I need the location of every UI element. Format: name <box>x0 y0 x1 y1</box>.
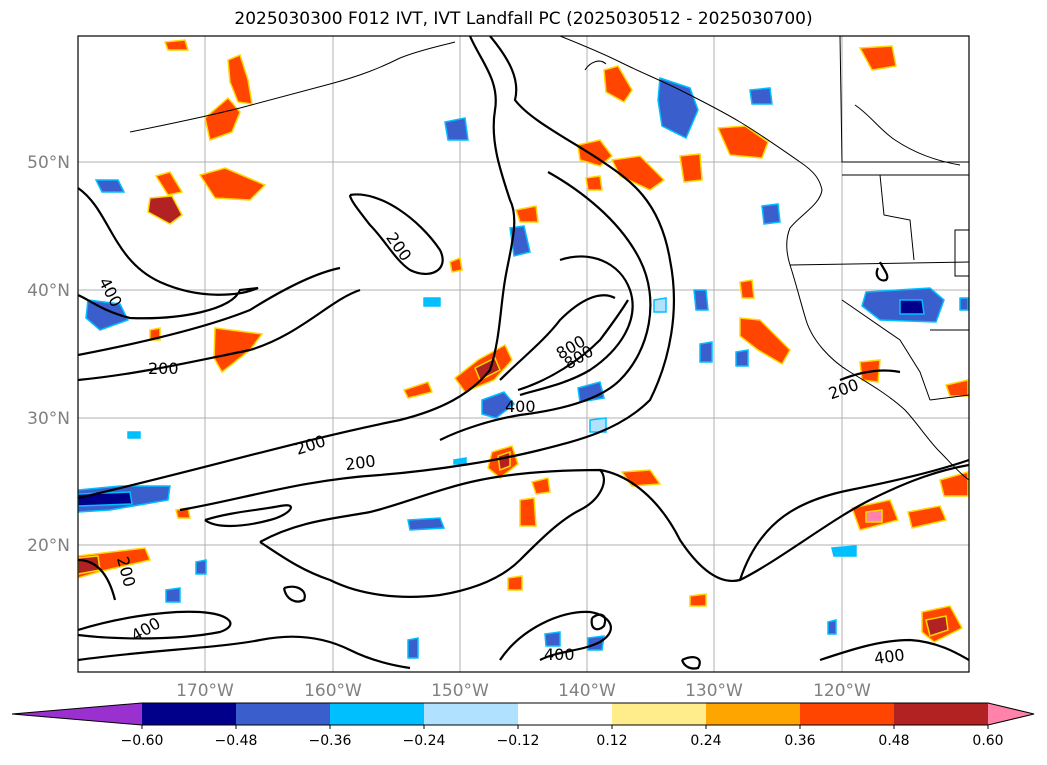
colorbar-tick-label: 0.48 <box>878 733 909 749</box>
contour-label: 200 <box>148 359 179 378</box>
colorbar-bin <box>518 703 613 725</box>
colorbar-tick-label: 0.36 <box>784 733 815 749</box>
colorbar-tick-label: 0.60 <box>972 733 1003 749</box>
contour-label: 200 <box>344 451 377 474</box>
longitude-labels: 170°W 160°W 150°W 140°W 130°W 120°W <box>176 681 871 701</box>
colorbar-tick-label: 0.24 <box>690 733 721 749</box>
colorbar-tick-label: −0.48 <box>215 733 258 749</box>
negative-anomaly-patches <box>78 76 969 659</box>
lat-label-20n: 20°N <box>27 536 70 556</box>
map-frame <box>77 35 970 673</box>
colorbar-bin <box>706 703 801 725</box>
contour-label: 400 <box>544 645 575 664</box>
contour-label: 400 <box>505 397 536 416</box>
latitude-labels: 50°N 40°N 30°N 20°N <box>27 153 70 556</box>
colorbar-tick-label: 0.12 <box>596 733 627 749</box>
colorbar-tick-label: −0.24 <box>403 733 446 749</box>
colorbar-tick-label: −0.60 <box>121 733 164 749</box>
colorbar-extend-high <box>988 703 1034 725</box>
colorbar-tick-label: −0.36 <box>309 733 352 749</box>
coastlines <box>129 36 969 481</box>
lon-label-170w: 170°W <box>176 681 234 701</box>
colorbar-extend-low <box>12 703 142 725</box>
lon-label-150w: 150°W <box>431 681 489 701</box>
colorbar-bin <box>894 703 989 725</box>
colorbar-bin <box>612 703 707 725</box>
colorbar-tick-label: −0.12 <box>497 733 540 749</box>
colorbar: −0.60 −0.48 −0.36 −0.24 −0.12 0.12 0.24 0.36 0.4… <box>11 702 1035 749</box>
lon-label-120w: 120°W <box>813 681 871 701</box>
lon-label-130w: 130°W <box>685 681 743 701</box>
contour-label: 400 <box>873 645 906 668</box>
lat-label-30n: 30°N <box>27 409 70 429</box>
map-title: 2025030300 F012 IVT, IVT Landfall PC (20… <box>234 9 813 29</box>
lat-label-50n: 50°N <box>27 153 70 173</box>
lat-label-40n: 40°N <box>27 281 70 301</box>
colorbar-bin <box>424 703 519 725</box>
colorbar-bin <box>142 703 237 725</box>
colorbar-bin <box>800 703 895 725</box>
positive-anomaly-patches <box>78 39 969 643</box>
lon-label-160w: 160°W <box>304 681 362 701</box>
colorbar-bin <box>330 703 425 725</box>
colorbar-bin <box>236 703 331 725</box>
lon-label-140w: 140°W <box>558 681 616 701</box>
ivt-contours <box>78 36 969 670</box>
